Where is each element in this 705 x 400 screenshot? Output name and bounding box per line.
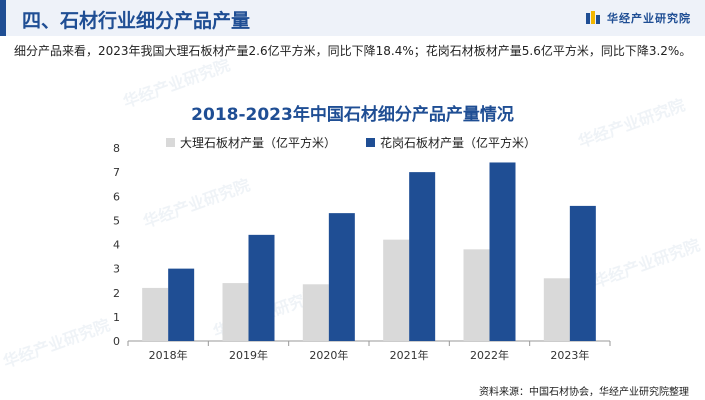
bar-marble-2021年 — [383, 239, 410, 341]
brand-logo-icon — [586, 11, 600, 24]
y-tick-label: 7 — [113, 166, 120, 179]
y-tick-label: 0 — [113, 335, 120, 348]
x-tick-label: 2022年 — [470, 348, 509, 362]
x-tick-label: 2023年 — [550, 348, 589, 362]
bar-granite-2021年 — [409, 172, 436, 341]
bar-granite-2018年 — [168, 268, 195, 341]
y-tick-label: 4 — [113, 239, 120, 252]
x-tick-label: 2021年 — [390, 348, 429, 362]
bar-marble-2018年 — [142, 287, 169, 341]
header-accent-bar — [0, 0, 6, 36]
bar-granite-2019年 — [248, 234, 275, 341]
x-tick-label: 2020年 — [309, 348, 348, 362]
y-tick-label: 3 — [113, 263, 120, 276]
source-note: 资料来源：中国石材协会，华经产业研究院整理 — [479, 387, 689, 398]
bar-marble-2020年 — [302, 284, 329, 341]
y-tick-label: 5 — [113, 214, 120, 227]
legend-swatch-granite — [366, 138, 375, 147]
chart-title: 2018-2023年中国石材细分产品产量情况 — [191, 105, 514, 125]
brand-name: 华经产业研究院 — [607, 12, 691, 25]
bar-granite-2020年 — [328, 213, 355, 341]
bar-granite-2022年 — [489, 162, 516, 341]
brand: 华经产业研究院 — [585, 10, 691, 26]
page-header: 四、石材行业细分产品产量 华经产业研究院 — [0, 0, 705, 36]
legend-swatch-marble — [166, 138, 175, 147]
page-title: 四、石材行业细分产品产量 — [22, 10, 251, 32]
y-tick-label: 6 — [113, 190, 120, 203]
y-tick-label: 1 — [113, 311, 120, 324]
x-tick-label: 2019年 — [229, 348, 268, 362]
bar-marble-2019年 — [222, 283, 249, 341]
y-tick-label: 2 — [113, 287, 120, 300]
summary-text: 细分产品来看，2023年我国大理石板材产量2.6亿平方米，同比下降18.4%；花… — [14, 44, 692, 58]
x-tick-label: 2018年 — [149, 348, 188, 362]
legend-label-marble: 大理石板材产量（亿平方米） — [180, 135, 336, 150]
legend-label-granite: 花岗石板材产量（亿平方米） — [380, 135, 536, 150]
bar-marble-2022年 — [463, 249, 490, 341]
bar-granite-2023年 — [569, 205, 596, 341]
y-tick-label: 8 — [113, 142, 120, 155]
bar-marble-2023年 — [543, 278, 570, 341]
